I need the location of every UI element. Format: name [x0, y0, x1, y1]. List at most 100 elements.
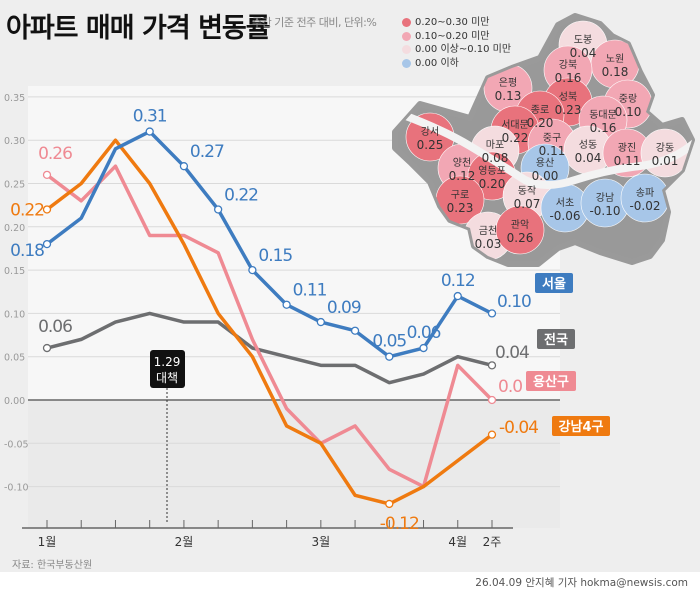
data-label: 0.06	[38, 317, 72, 337]
legend-dot-icon	[402, 45, 411, 55]
y-tick-label: 0.05	[4, 353, 25, 364]
y-tick-label: 0.00	[4, 396, 25, 407]
district-name: 강남	[596, 192, 614, 204]
source-note: 자료: 한국부동산원	[12, 560, 93, 571]
footer: 26.04.09 안지혜 기자 hokma@newsis.com	[0, 572, 700, 592]
legend-dot-icon	[402, 31, 411, 41]
series-전국	[42, 311, 497, 385]
district-name: 성동	[579, 139, 597, 151]
plot-lower-area	[28, 400, 560, 528]
district-name: 도봉	[574, 34, 592, 46]
series-line	[45, 129, 493, 359]
x-tick-label: 4월	[448, 535, 467, 549]
annotation-date: 1.29	[154, 355, 181, 369]
district-name: 중랑	[619, 93, 637, 105]
district-name: 종로	[531, 104, 549, 116]
district-관악	[495, 205, 545, 255]
data-point	[487, 430, 497, 439]
data-point	[453, 291, 462, 301]
legend-tag-label: 서울	[542, 276, 566, 292]
district-value: 0.11	[539, 144, 566, 158]
legend-tag	[537, 329, 575, 349]
end-value-label: 0.04	[495, 343, 529, 363]
data-label: 0.22	[10, 200, 44, 220]
data-label: 0.31	[133, 107, 167, 127]
district-name: 강동	[656, 142, 674, 154]
legend-item: 0.00 이상~0.10 미만	[402, 43, 511, 57]
district-value: 0.26	[507, 231, 534, 245]
x-tick-label: 3월	[311, 535, 330, 549]
credit: 26.04.09 안지혜 기자 hokma@newsis.com	[475, 577, 688, 589]
district-name: 양천	[453, 157, 471, 169]
district-name: 중구	[543, 132, 561, 144]
y-tick-label: 0.25	[4, 180, 25, 191]
district-name: 강서	[421, 126, 439, 138]
data-point	[487, 395, 497, 405]
data-point	[42, 343, 52, 353]
subtitle: 주간 기준 전주 대비, 단위:%	[252, 16, 377, 29]
end-value-label: 0.10	[497, 292, 531, 312]
x-tick-label: 2주	[483, 535, 502, 549]
district-value: -0.10	[589, 204, 620, 218]
y-tick-label: 0.20	[4, 223, 25, 234]
data-point	[282, 300, 291, 309]
data-point	[316, 317, 325, 327]
legend-label: 0.00 이하	[415, 57, 459, 69]
data-point	[179, 162, 189, 171]
data-label: 0.05	[372, 332, 406, 352]
data-point	[42, 205, 52, 214]
data-point	[248, 265, 257, 275]
district-value: 0.20	[527, 116, 554, 130]
district-name: 영등포	[478, 165, 506, 177]
y-tick-label: 0.15	[4, 266, 25, 277]
legend-dot-icon	[402, 58, 411, 68]
district-value: 0.18	[602, 65, 629, 79]
district-name: 광진	[618, 142, 636, 154]
data-point	[487, 361, 497, 370]
district-name: 관악	[511, 219, 529, 231]
data-point	[42, 239, 52, 249]
district-value: 0.04	[575, 151, 602, 165]
district-name: 강북	[559, 59, 577, 71]
district-name: 은평	[499, 77, 517, 89]
district-name: 동대문	[589, 109, 617, 121]
district-value: 0.08	[482, 151, 509, 165]
legend-tag-label: 용산구	[533, 374, 569, 390]
series-line	[45, 164, 494, 489]
data-label: 0.22	[224, 185, 258, 205]
district-name: 성북	[559, 91, 577, 103]
district-name: 동작	[518, 185, 536, 197]
district-value: 0.12	[449, 169, 476, 183]
district-value: 0.01	[652, 154, 679, 168]
han-river	[395, 108, 692, 189]
data-label: 0.27	[190, 142, 224, 162]
data-label: 0.11	[293, 281, 327, 301]
district-name: 마포	[486, 139, 504, 151]
data-label: 0.15	[258, 246, 292, 266]
district-name: 서초	[556, 197, 574, 209]
policy-annotation: 1.29 대책	[150, 350, 185, 522]
data-point	[350, 326, 360, 335]
series-line	[46, 311, 493, 385]
district-value: 0.23	[447, 201, 474, 215]
data-label: 0.09	[327, 298, 361, 318]
end-value-label: 0.0	[498, 377, 522, 397]
y-tick-label: 0.30	[4, 136, 25, 147]
legend-tag	[552, 416, 610, 436]
district-name: 구로	[451, 190, 469, 201]
legend-item: 0.20~0.30 미만	[402, 16, 511, 30]
district-value: 0.10	[615, 105, 642, 119]
district-name: 노원	[606, 53, 624, 65]
legend-tag-label: 전국	[544, 332, 568, 348]
district-name: 서대문	[501, 119, 529, 131]
legend-label: 0.10~0.20 미만	[415, 30, 490, 42]
district-value: -0.06	[549, 209, 580, 223]
data-label: -0.12	[380, 514, 419, 534]
legend-tag	[526, 371, 576, 391]
district-name: 용산	[536, 157, 554, 169]
data-point	[145, 127, 154, 136]
map-legend: 0.20~0.30 미만 0.10~0.20 미만 0.00 이상~0.10 미…	[402, 16, 511, 70]
district-value: 0.04	[570, 46, 597, 60]
